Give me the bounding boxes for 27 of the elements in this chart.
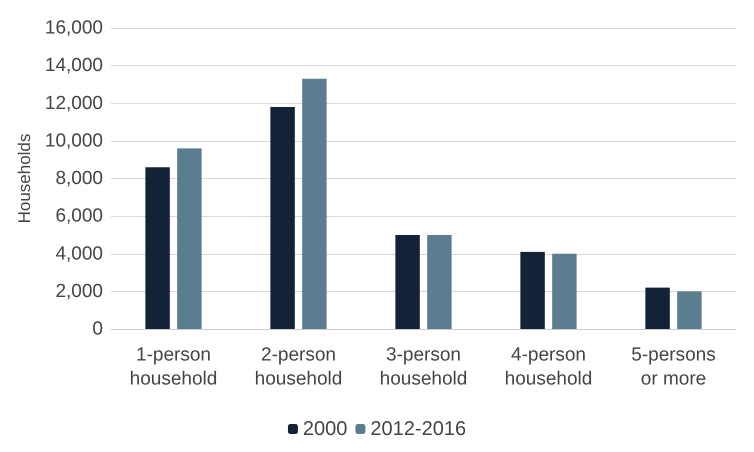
bar — [270, 107, 295, 329]
bar — [645, 288, 670, 329]
bar — [145, 167, 170, 329]
y-tick-label: 14,000 — [44, 55, 103, 76]
y-tick-label: 2,000 — [55, 280, 103, 302]
y-tick-label: 16,000 — [44, 18, 103, 38]
x-tick-label: 4-person household — [504, 344, 592, 390]
x-tick-label: 1-person household — [130, 344, 218, 390]
y-tick-label: 6,000 — [55, 206, 103, 227]
y-axis-title: Households — [15, 134, 34, 224]
y-tick-label: 4,000 — [55, 243, 103, 264]
bar — [427, 234, 452, 329]
bar — [177, 148, 202, 329]
bar — [395, 234, 420, 329]
bar — [552, 254, 577, 329]
bar — [677, 291, 702, 329]
y-tick-label: 8,000 — [55, 168, 103, 189]
bar — [302, 78, 327, 329]
y-tick-label: 10,000 — [44, 130, 103, 152]
legend-label: 2000 — [302, 418, 348, 440]
x-tick-label: 2-person household — [254, 344, 342, 390]
x-tick-label: 3-person household — [380, 344, 468, 390]
bar — [520, 252, 545, 329]
legend-label: 2012-2016 — [370, 418, 466, 440]
y-tick-label: 0 — [92, 318, 103, 340]
y-tick-label: 12,000 — [44, 92, 103, 114]
x-tick-label: 5-persons or more — [631, 344, 716, 390]
